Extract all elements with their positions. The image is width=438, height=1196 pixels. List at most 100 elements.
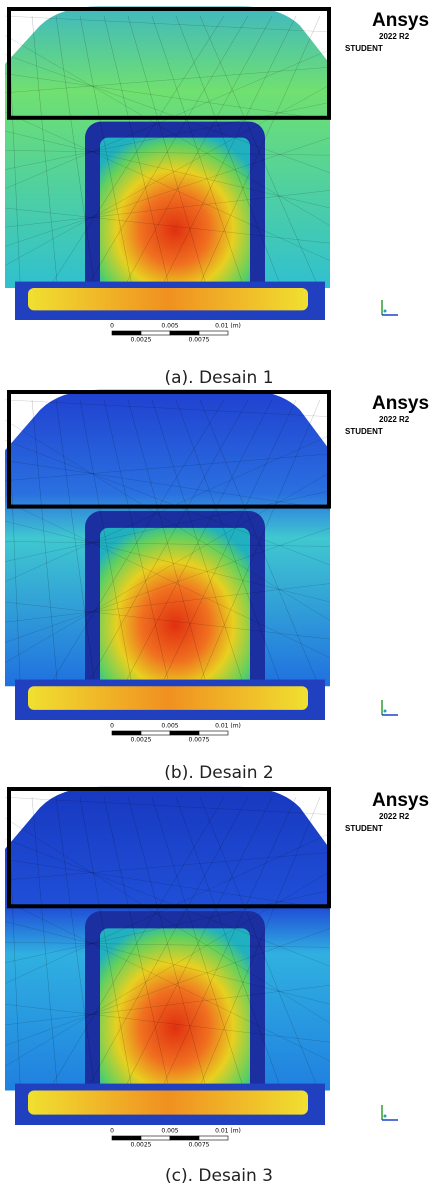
scale-label: 0.0075 <box>189 737 210 744</box>
mesh-line <box>4 111 331 262</box>
mesh-line <box>126 15 273 282</box>
mesh-line <box>4 190 331 228</box>
mesh-line <box>4 928 331 1046</box>
scale-label: 0.01 (m) <box>215 723 241 730</box>
mesh-line <box>199 15 317 282</box>
scale-segment <box>198 1135 229 1141</box>
mesh-line <box>151 797 243 1084</box>
caption: (b). Desain 2 <box>164 763 273 783</box>
mesh-line <box>4 921 331 1005</box>
mesh-line <box>4 84 331 266</box>
mesh-line <box>127 15 206 282</box>
simulation-image <box>4 389 331 720</box>
mesh-line <box>103 15 169 282</box>
mesh-line <box>163 797 297 1084</box>
scale-segment <box>140 730 171 736</box>
mesh-line <box>127 399 206 680</box>
mesh-line <box>4 520 331 603</box>
mesh-line <box>31 797 58 1084</box>
mesh-line <box>4 852 331 881</box>
scale-label: 0 <box>110 1128 114 1135</box>
mesh-line <box>4 440 331 566</box>
scale-segment <box>111 1135 142 1141</box>
base-bar <box>28 686 308 710</box>
mesh-line <box>126 797 273 1084</box>
simulation-image <box>4 786 331 1125</box>
edition: STUDENT <box>345 427 383 436</box>
mesh-line <box>4 941 331 948</box>
mesh-line <box>4 102 331 170</box>
mesh-line <box>200 797 321 1084</box>
scale-segment <box>169 1135 200 1141</box>
edition: STUDENT <box>345 44 383 53</box>
scale-label: 0.01 (m) <box>215 1128 241 1135</box>
mesh-line <box>4 150 331 156</box>
mesh-line <box>4 859 331 910</box>
mesh-line <box>4 472 331 663</box>
cavity-core <box>100 928 250 1094</box>
mesh-line <box>52 399 225 680</box>
mesh-line <box>4 900 331 1062</box>
mesh-line <box>200 15 321 282</box>
caption: (a). Desain 1 <box>164 368 273 388</box>
mesh-line <box>31 15 58 282</box>
scale-segment <box>169 730 200 736</box>
scale-label: 0 <box>110 323 114 330</box>
mesh-line <box>79 15 132 282</box>
mesh-line <box>4 541 331 547</box>
mesh-line <box>200 399 321 680</box>
mesh-line <box>4 460 331 510</box>
base-bar <box>28 1090 308 1115</box>
scale-label: 0.0025 <box>131 337 152 344</box>
version: 2022 R2 <box>379 415 410 424</box>
mesh-line <box>52 15 225 282</box>
mesh-line <box>4 54 331 174</box>
logo: Ansys <box>372 790 429 811</box>
mesh-line <box>175 797 280 1084</box>
scale-label: 0.01 (m) <box>215 323 241 330</box>
version: 2022 R2 <box>379 32 410 41</box>
scale-label: 0.0075 <box>189 1142 210 1149</box>
mesh-line <box>4 207 331 244</box>
mesh-line <box>55 797 95 1084</box>
highlight-box <box>7 390 331 509</box>
scale-segment <box>169 330 200 336</box>
simulation-image <box>4 6 331 320</box>
edition: STUDENT <box>345 824 383 833</box>
scale-segment <box>198 730 229 736</box>
mesh-line <box>79 797 132 1084</box>
mesh-line <box>103 797 169 1084</box>
base-bar <box>28 288 308 311</box>
axis-origin <box>383 709 387 713</box>
caption: (c). Desain 3 <box>165 1166 273 1186</box>
mesh-line <box>4 985 331 1026</box>
mesh-line <box>4 601 331 640</box>
cavity-core <box>100 137 250 292</box>
highlight-box <box>7 7 331 120</box>
mesh-line <box>4 490 331 562</box>
mesh-line <box>55 399 95 680</box>
mesh-line <box>4 500 331 658</box>
mesh-line <box>163 399 297 680</box>
mesh-line <box>4 890 331 964</box>
mesh-line <box>163 15 297 282</box>
scale-label: 0.005 <box>161 723 178 730</box>
mesh-line <box>89 15 249 282</box>
scale-label: 0.0025 <box>131 737 152 744</box>
scale-label: 0.005 <box>161 323 178 330</box>
version: 2022 R2 <box>379 812 410 821</box>
mesh-line <box>103 399 169 680</box>
mesh-line <box>31 399 58 680</box>
mesh-line <box>4 817 331 1024</box>
scale-label: 0.0025 <box>131 1142 152 1149</box>
mesh-line <box>4 34 331 226</box>
mesh-line <box>151 399 243 680</box>
mesh-line <box>126 399 273 680</box>
axis-origin <box>383 309 387 313</box>
mesh-line <box>55 15 95 282</box>
scale-label: 0.005 <box>161 1128 178 1135</box>
